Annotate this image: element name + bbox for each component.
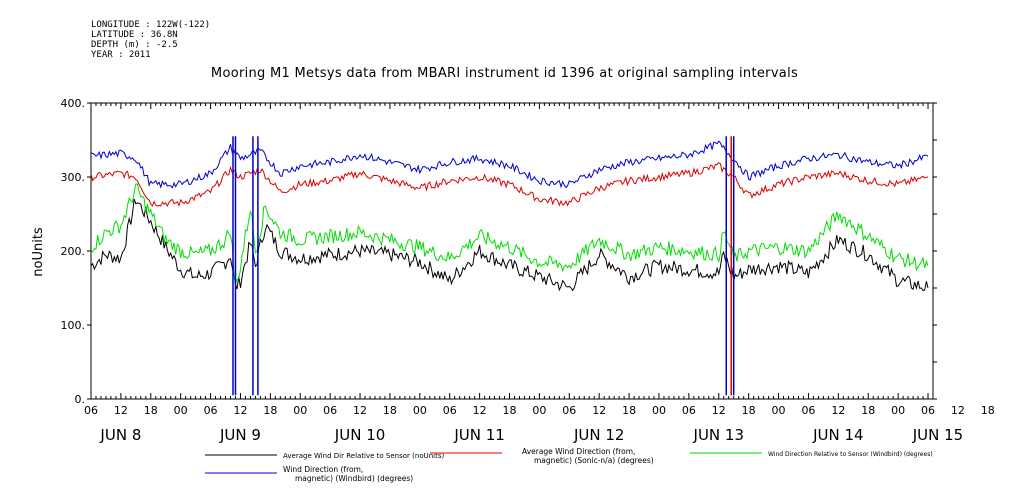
- x-day-label-1: JUN 9: [219, 426, 261, 444]
- x-day-label-2: JUN 10: [334, 426, 385, 444]
- x-hour-label-7: 00: [293, 404, 307, 417]
- y-tick-label-4: 400.: [61, 97, 86, 110]
- x-hour-label-22: 18: [742, 404, 756, 417]
- x-hour-label-28: 06: [921, 404, 935, 417]
- x-hour-label-13: 12: [473, 404, 487, 417]
- x-day-label-3: JUN 11: [453, 426, 504, 444]
- legend-label-3: Wind Direction Relative to Sensor (Windb…: [768, 451, 933, 458]
- x-hour-label-17: 12: [592, 404, 606, 417]
- x-hour-label-16: 06: [562, 404, 576, 417]
- y-tick-label-1: 100.: [61, 319, 86, 332]
- x-day-label-7: JUN 15: [912, 426, 963, 444]
- legend-label-1: Average Wind Dir Relative to Sensor (noU…: [283, 452, 444, 460]
- legend-label-2: Average Wind Direction (from, magnetic) (…: [522, 447, 654, 465]
- y-tick-label-2: 200.: [61, 245, 86, 258]
- x-hour-label-3: 00: [174, 404, 188, 417]
- longitude-label: LONGITUDE : 122W(-122): [91, 20, 211, 30]
- series-line-2: [90, 162, 929, 208]
- x-hour-label-27: 00: [891, 404, 905, 417]
- x-hour-label-15: 00: [532, 404, 546, 417]
- depth-label: DEPTH (m) : -2.5: [91, 40, 178, 50]
- legend-label-4: Wind Direction (from, magnetic) (Windbird…: [283, 465, 413, 483]
- chart-title: Mooring M1 Metsys data from MBARI instru…: [210, 66, 799, 81]
- x-hour-label-2: 18: [144, 404, 158, 417]
- x-hour-label-23: 00: [772, 404, 786, 417]
- x-hour-label-26: 18: [861, 404, 875, 417]
- x-hour-label-5: 12: [233, 404, 247, 417]
- x-hour-label-11: 00: [413, 404, 427, 417]
- x-hour-label-20: 06: [682, 404, 696, 417]
- metadata-block: LONGITUDE : 122W(-122) LATITUDE : 36.8N …: [91, 20, 210, 60]
- x-hour-label-4: 06: [204, 404, 218, 417]
- x-hour-label-29: 12: [951, 404, 965, 417]
- y-axis-label: noUnits: [31, 227, 46, 277]
- year-label: YEAR : 2011: [91, 50, 151, 60]
- x-hour-label-10: 18: [383, 404, 397, 417]
- series-line-4: [90, 140, 929, 189]
- x-day-label-4: JUN 12: [573, 426, 624, 444]
- y-tick-label-3: 300.: [61, 171, 86, 184]
- x-hour-label-1: 12: [114, 404, 128, 417]
- x-hour-label-18: 18: [622, 404, 636, 417]
- x-day-label-6: JUN 14: [812, 426, 863, 444]
- x-hour-label-24: 06: [801, 404, 815, 417]
- x-hour-label-14: 18: [503, 404, 517, 417]
- plot-frame: [90, 102, 934, 400]
- latitude-label: LATITUDE : 36.8N: [91, 30, 178, 40]
- x-hour-label-12: 06: [443, 404, 457, 417]
- x-hour-label-25: 12: [831, 404, 845, 417]
- x-hour-label-9: 12: [353, 404, 367, 417]
- x-hour-label-21: 12: [712, 404, 726, 417]
- x-hour-label-30: 18: [981, 404, 995, 417]
- series-line-1: [90, 198, 929, 292]
- x-hour-label-6: 18: [263, 404, 277, 417]
- x-day-label-5: JUN 13: [693, 426, 744, 444]
- x-day-label-0: JUN 8: [99, 426, 141, 444]
- x-hour-label-19: 00: [652, 404, 666, 417]
- x-hour-label-0: 06: [84, 404, 98, 417]
- series-line-3: [90, 183, 929, 285]
- x-hour-label-8: 06: [323, 404, 337, 417]
- y-tick-label-0: 0.: [75, 393, 86, 406]
